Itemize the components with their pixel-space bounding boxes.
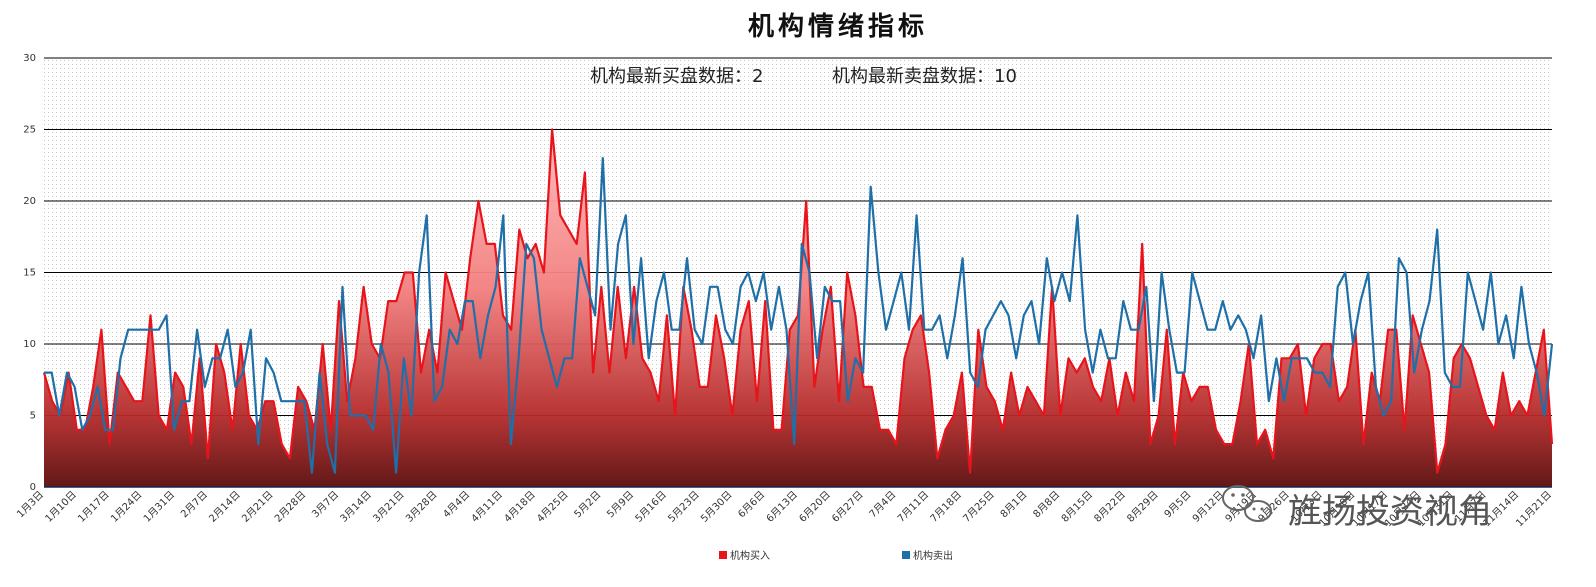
x-tick-label: 8月15日 xyxy=(1059,489,1095,525)
y-tick-label: 30 xyxy=(23,53,36,64)
annotation-sell: 机构最新卖盘数据：10 xyxy=(832,66,1017,87)
x-tick-label: 1月17日 xyxy=(76,489,112,525)
x-tick-label: 2月14日 xyxy=(207,489,243,525)
x-tick-label: 5月2日 xyxy=(572,489,604,521)
x-tick-label: 3月14日 xyxy=(338,489,374,525)
annotation-buy: 机构最新买盘数据：2 xyxy=(590,66,763,87)
series-lines xyxy=(42,128,1554,474)
x-tick-label: 2月7日 xyxy=(178,489,210,521)
x-tick-label: 3月7日 xyxy=(310,489,342,521)
buy-area-fill xyxy=(44,129,1552,487)
x-tick-label: 7月11日 xyxy=(895,489,931,525)
x-tick-label: 3月21日 xyxy=(371,489,407,525)
x-tick-label: 7月4日 xyxy=(867,489,899,521)
x-tick-label: 5月16日 xyxy=(633,489,669,525)
legend-swatch-sell xyxy=(902,551,910,559)
x-tick-label: 9月12日 xyxy=(1190,489,1226,525)
y-tick-label: 20 xyxy=(23,196,36,207)
x-tick-label: 8月22日 xyxy=(1092,489,1128,525)
x-tick-label: 9月26日 xyxy=(1256,489,1292,525)
x-tick-label: 1月31日 xyxy=(141,489,177,525)
chart-title: 机构情绪指标 xyxy=(748,11,928,42)
x-tick-label: 6月6日 xyxy=(736,489,768,521)
x-tick-label: 1月10日 xyxy=(43,489,79,525)
x-tick-label: 5月23日 xyxy=(666,489,702,525)
watermark: 旌扬投资视角 xyxy=(1222,485,1492,532)
y-tick-label: 5 xyxy=(30,411,36,422)
y-tick-label: 25 xyxy=(23,125,36,136)
x-tick-label: 2月28日 xyxy=(272,489,308,525)
x-tick-label: 3月28日 xyxy=(403,489,439,525)
y-tick-label: 15 xyxy=(23,268,36,279)
buy-area xyxy=(44,129,1552,487)
x-tick-label: 4月25日 xyxy=(535,489,571,525)
y-tick-label: 10 xyxy=(23,339,36,350)
x-tick-label: 8月8日 xyxy=(1031,489,1063,521)
x-tick-label: 2月21日 xyxy=(239,489,275,525)
x-tick-label: 7月18日 xyxy=(928,489,964,525)
x-tick-label: 5月9日 xyxy=(605,489,637,521)
legend-swatch-buy xyxy=(719,551,727,559)
x-tick-label: 6月13日 xyxy=(764,489,800,525)
watermark-text: 旌扬投资视角 xyxy=(1288,492,1492,532)
y-tick-label: 0 xyxy=(30,482,36,493)
x-tick-label: 7月25日 xyxy=(961,489,997,525)
wechat-icon xyxy=(1222,485,1272,522)
x-tick-label: 9月5日 xyxy=(1162,489,1194,521)
series-line-sell xyxy=(44,157,1554,474)
x-tick-label: 11月21日 xyxy=(1513,489,1554,530)
x-tick-label: 4月18日 xyxy=(502,489,538,525)
x-tick-label: 6月27日 xyxy=(830,489,866,525)
x-tick-label: 8月29日 xyxy=(1125,489,1161,525)
legend: 机构买入 机构卖出 xyxy=(719,549,953,562)
y-axis: 0 5 10 15 20 25 30 xyxy=(23,53,36,493)
x-tick-label: 4月11日 xyxy=(469,489,505,525)
x-tick-label: 1月24日 xyxy=(108,489,144,525)
x-tick-label: 8月1日 xyxy=(998,489,1030,521)
legend-label-sell: 机构卖出 xyxy=(913,549,953,562)
legend-label-buy: 机构买入 xyxy=(730,549,770,562)
x-tick-label: 4月4日 xyxy=(441,489,473,521)
x-tick-label: 5月30日 xyxy=(698,489,734,525)
x-tick-label: 6月20日 xyxy=(797,489,833,525)
x-tick-label: 1月3日 xyxy=(14,489,46,521)
